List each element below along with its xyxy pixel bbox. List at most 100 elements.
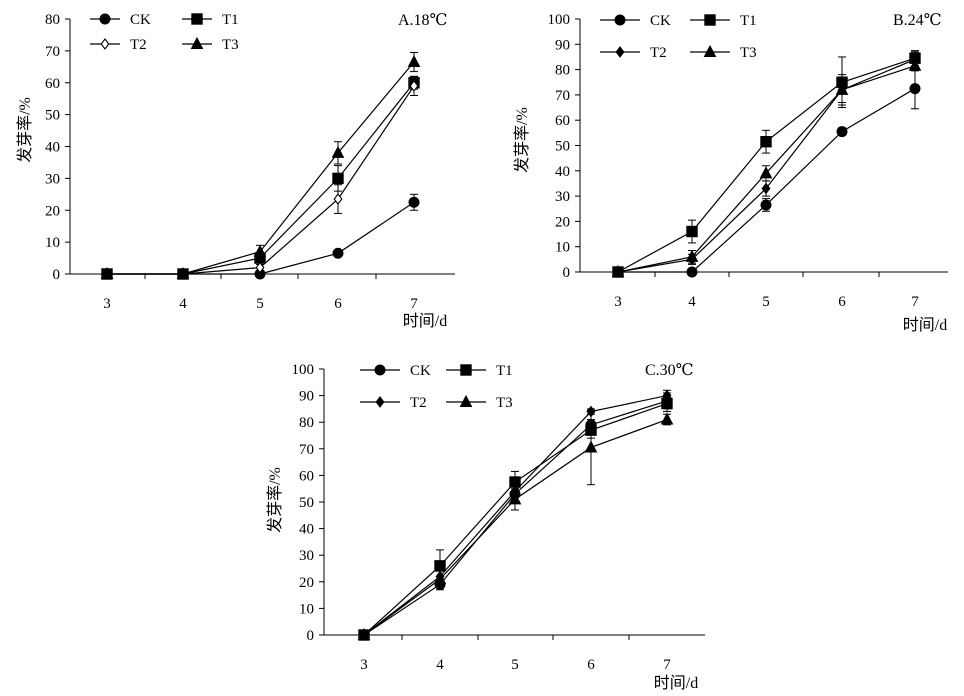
y-tick-label: 60 [555,113,570,129]
y-tick-label: 10 [45,235,60,251]
data-point-t3 [835,82,849,95]
y-tick-label: 20 [299,575,314,591]
legend-marker-ck [99,13,111,25]
series-t3 [611,58,922,277]
legend-label: T3 [740,45,757,61]
data-point-t2 [333,193,343,206]
legend-marker-t2 [100,38,110,50]
data-point-t1 [760,136,772,148]
y-tick-label: 30 [555,189,570,205]
data-point-ck [408,196,420,208]
y-tick-label: 90 [299,389,314,405]
x-tick-label: 7 [911,294,919,310]
panel-a-18c: 0 10 20 30 40 50 60 70 80 3 4 5 6 7时间/d 发芽率/% A.18℃ CK T1… [16,12,455,330]
data-point-t2 [761,182,771,195]
x-tick-label: 5 [762,294,770,310]
data-point-t3 [100,266,114,279]
legend-marker-ck [614,14,626,26]
panel-label: A.18℃ [398,12,447,29]
x-tick-label: 4 [688,294,696,310]
x-tick-label: 5 [256,296,264,312]
legend-label: CK [410,363,431,379]
data-point-t3 [253,244,267,257]
x-tick-label: 3 [103,296,111,312]
x-tick-label: 3 [614,294,622,310]
legend-marker-t2 [375,396,385,408]
series-t2 [613,51,920,278]
y-tick-label: 20 [45,203,60,219]
legend-label: T2 [410,395,427,411]
legend-marker-t1 [704,14,716,26]
y-tick-label: 10 [299,601,314,617]
y-tick-label: 40 [299,522,314,538]
legend: CK T1 T2 T3 [90,12,239,53]
series-ck [612,67,921,278]
data-point-t1 [686,225,698,238]
x-tick-label: 5 [511,657,519,673]
legend: CK T1 T2 T3 [600,13,757,61]
x-tick-label: 7 [410,296,418,312]
data-point-t3 [508,492,522,505]
y-tick-label: 100 [548,12,571,28]
y-tick-label: 10 [555,240,570,256]
legend-label: T1 [222,12,239,28]
y-tick-label: 60 [45,76,60,92]
data-point-ck [686,266,698,278]
data-point-t3 [407,54,421,68]
legend-label: T1 [496,363,513,379]
legend-marker-t3 [459,394,473,407]
legend-marker-t2 [615,46,625,58]
y-tick-label: 70 [45,44,60,60]
y-tick-label: 80 [555,63,570,79]
y-tick-label: 90 [555,37,570,53]
y-tick-label: 40 [555,164,570,180]
y-tick-label: 20 [555,214,570,230]
data-point-t3 [908,58,922,71]
x-tick-label: 6 [334,296,342,312]
data-point-t3 [433,572,447,585]
legend-label: T1 [740,13,757,29]
y-tick-label: 50 [555,139,570,155]
panel-label: C.30℃ [645,362,694,379]
y-tick-label: 50 [45,108,60,124]
legend-label: CK [130,12,151,28]
y-tick-label: 80 [299,415,314,431]
data-point-t3 [759,166,773,179]
legend: CK T1 T2 T3 [360,363,513,411]
data-point-t3 [611,264,625,277]
data-point-t2 [409,80,419,92]
x-tick-label: 4 [179,296,187,312]
data-point-t3 [660,412,674,425]
series-line-t3 [107,61,415,275]
x-tick-label: 7 [663,657,671,673]
data-point-t3 [357,627,371,640]
series-line-t1 [617,57,916,273]
data-point-ck [760,199,772,211]
legend-label: T3 [496,395,513,411]
y-tick-label: 60 [299,468,314,484]
x-axis-title: 时间/d [403,312,447,330]
panel-label: B.24℃ [893,12,942,29]
y-tick-label: 30 [299,548,314,564]
legend-label: CK [650,13,671,29]
data-point-t3 [584,440,598,453]
x-tick-label: 6 [838,294,846,310]
panel-b-24c: 0 10 20 30 40 50 60 70 80 90 100 3 4 5 6 7 时间/d 发芽率/% B.24… [513,12,948,334]
x-axis-title: 时间/d [654,674,698,692]
data-point-t3 [331,145,345,158]
data-point-ck [332,247,344,259]
data-point-t1 [332,172,344,185]
x-tick-label: 4 [436,657,444,673]
y-axis-title: 发芽率/% [266,467,284,533]
data-point-t2 [662,389,672,402]
x-axis-title: 时间/d [903,316,947,334]
series-t3 [100,51,421,279]
x-tick-label: 3 [360,657,368,673]
data-point-ck [909,83,921,95]
y-tick-label: 0 [563,265,571,281]
data-point-t3 [685,249,699,262]
series-t1 [612,50,921,278]
legend-marker-t1 [460,364,472,376]
panel-c-30c: 0 10 20 30 40 50 60 70 80 90 100 3 4 5 6 7时间/d 发芽率/% C.30… [266,362,705,692]
